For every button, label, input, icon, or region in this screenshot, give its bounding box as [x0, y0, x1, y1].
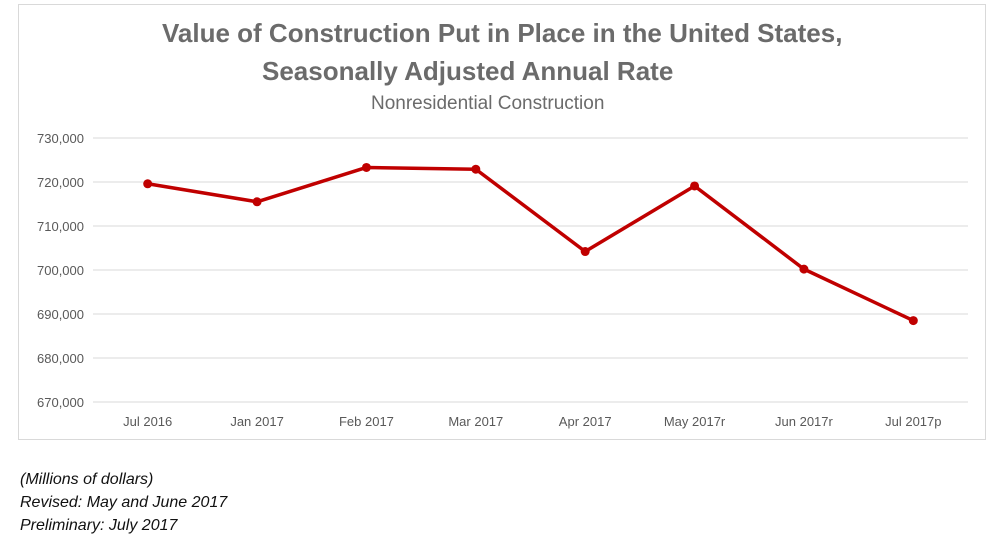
note-preliminary: Preliminary: July 2017 [20, 517, 178, 534]
x-tick-label: Jun 2017r [775, 414, 833, 429]
x-tick-label: Jan 2017 [230, 414, 284, 429]
chart-frame [18, 4, 986, 440]
x-tick-label: Jul 2016 [123, 414, 172, 429]
y-tick-label: 700,000 [37, 263, 84, 278]
data-point [799, 264, 809, 274]
note-revised: Revised: May and June 2017 [20, 494, 228, 511]
x-tick-label: Jul 2017p [885, 414, 941, 429]
data-point [580, 247, 590, 257]
chart-notes: (Millions of dollars) Revised: May and J… [20, 468, 227, 537]
y-tick-label: 690,000 [37, 307, 84, 322]
data-point [690, 181, 700, 191]
data-point [471, 164, 481, 174]
series-line [145, 165, 916, 323]
y-tick-label: 710,000 [37, 219, 84, 234]
x-tick-label: Mar 2017 [448, 414, 503, 429]
y-tick-label: 720,000 [37, 175, 84, 190]
chart-subtitle: Nonresidential Construction [371, 93, 605, 114]
data-point [361, 162, 371, 172]
chart-title: Value of Construction Put in Place in th… [162, 18, 843, 48]
y-tick-label: 670,000 [37, 395, 84, 410]
x-tick-label: Apr 2017 [559, 414, 612, 429]
data-point [252, 197, 262, 207]
x-tick-label: Feb 2017 [339, 414, 394, 429]
data-point [143, 179, 153, 189]
note-units: (Millions of dollars) [20, 471, 154, 488]
y-tick-label: 680,000 [37, 351, 84, 366]
data-point [908, 316, 918, 326]
x-tick-label: May 2017r [664, 414, 726, 429]
y-tick-label: 730,000 [37, 131, 84, 146]
chart-title-line2: Seasonally Adjusted Annual Rate [262, 56, 674, 86]
